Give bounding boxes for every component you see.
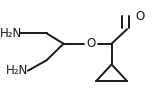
- Text: O: O: [135, 10, 144, 23]
- Text: O: O: [86, 37, 95, 50]
- Text: H₂N: H₂N: [0, 27, 22, 40]
- Text: H₂N: H₂N: [6, 64, 28, 77]
